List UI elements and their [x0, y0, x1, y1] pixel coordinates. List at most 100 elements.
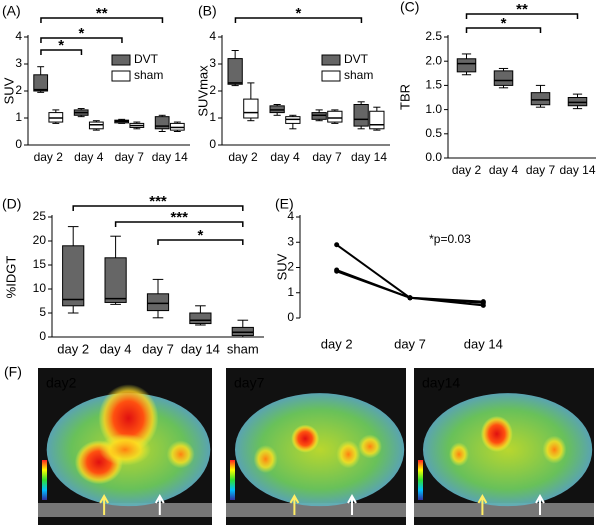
y-tick-label: 1: [287, 285, 294, 299]
box: [62, 245, 85, 307]
arrow: [347, 493, 357, 515]
y-tick-label: 4: [287, 209, 294, 223]
x-tick-label: day 7: [394, 336, 426, 351]
legend-swatch: [111, 70, 131, 82]
y-tick-label: 1.0: [425, 102, 442, 116]
significance-label: *: [197, 227, 203, 244]
arrow: [154, 493, 165, 515]
scan-table: [414, 503, 594, 517]
significance-label: **: [96, 5, 108, 22]
box: [369, 110, 385, 130]
x-tick-label: day 14: [181, 341, 220, 356]
significance-bracket: [234, 17, 363, 23]
x-tick-label: day 14: [464, 336, 503, 351]
x-tick-label: day 2: [57, 341, 89, 356]
panel-label: (F): [4, 364, 22, 380]
uptake-spot: [253, 445, 278, 474]
significance-bracket: [114, 221, 244, 227]
x-tick-label: day 7: [526, 163, 556, 177]
x-tick-label: day 2: [34, 150, 64, 164]
color-bar: [230, 460, 235, 500]
legend-swatch: [321, 54, 341, 66]
point: [334, 242, 340, 248]
point: [480, 299, 486, 305]
panel-label: (D): [2, 196, 21, 212]
significance-bracket: [157, 239, 244, 245]
y-tick-label: 10: [33, 281, 47, 295]
significance-label: *: [58, 37, 64, 54]
significance-bracket: [40, 49, 83, 55]
legend-label: sham: [344, 68, 373, 82]
x-tick-label: day 2: [228, 150, 258, 164]
box: [33, 74, 49, 92]
y-tick-label: 2.5: [425, 29, 442, 43]
significance-bracket: [72, 205, 244, 211]
uptake-spot: [449, 442, 469, 467]
legend-swatch: [111, 54, 131, 66]
significance-bracket: [465, 27, 542, 33]
y-tick-label: 4: [15, 29, 22, 43]
box: [327, 110, 343, 123]
uptake-spot: [336, 440, 361, 469]
x-tick-label: day 14: [559, 163, 595, 177]
uptake-spot: [98, 384, 159, 453]
box: [493, 70, 514, 86]
y-tick-label: 0.5: [425, 126, 442, 140]
y-tick-label: 2.0: [425, 53, 442, 67]
y-tick-label: 1: [209, 110, 216, 124]
y-tick-label: 0.0: [425, 150, 442, 164]
image-label: day14: [422, 375, 460, 391]
box: [104, 257, 127, 303]
y-tick-label: 3: [15, 56, 22, 70]
x-tick-label: day 4: [489, 163, 519, 177]
y-tick-label: 0: [287, 310, 294, 324]
arrow: [99, 493, 109, 515]
y-tick-label: 1.5: [425, 78, 442, 92]
box: [456, 58, 477, 73]
x-tick-label: day 2: [452, 163, 482, 177]
y-tick-label: 15: [33, 257, 47, 271]
arrow: [289, 493, 300, 515]
uptake-spot: [480, 415, 513, 452]
box: [189, 312, 212, 325]
line-series: [336, 243, 484, 304]
y-axis-label: SUV: [274, 253, 289, 280]
legend-swatch: [321, 70, 341, 82]
x-tick-label: day 4: [74, 150, 104, 164]
significance-bracket: [40, 17, 164, 23]
legend-label: sham: [134, 68, 163, 82]
legend-label: DVT: [134, 52, 159, 66]
y-tick-label: 0: [39, 329, 46, 343]
x-tick-label: day 4: [270, 150, 300, 164]
y-tick-label: 25: [33, 209, 47, 223]
box: [227, 58, 243, 85]
y-axis-label: SUVmax: [195, 65, 210, 117]
x-tick-label: sham: [227, 341, 259, 356]
box: [146, 293, 170, 312]
y-tick-label: 2: [209, 83, 216, 97]
panel-label: (B): [198, 3, 217, 19]
significance-bracket: [40, 37, 123, 43]
significance-label: *: [501, 15, 507, 32]
box: [243, 98, 259, 119]
color-bar: [42, 460, 47, 500]
x-tick-label: day 7: [142, 341, 174, 356]
significance-label: *: [296, 5, 302, 22]
x-tick-label: day 14: [351, 150, 387, 164]
uptake-spot: [358, 434, 382, 459]
significance-label: **: [516, 1, 528, 18]
box: [353, 104, 369, 127]
panel-label: (A): [2, 3, 21, 19]
uptake-spot: [166, 440, 195, 469]
significance-label: ***: [149, 193, 167, 210]
y-axis-label: SUV: [1, 77, 16, 104]
y-tick-label: 2: [15, 83, 22, 97]
y-tick-label: 2: [287, 260, 294, 274]
x-tick-label: day 2: [321, 336, 353, 351]
point: [407, 295, 413, 301]
box: [154, 116, 170, 130]
significance-label: *: [79, 25, 85, 42]
panel-label: (C): [400, 0, 419, 15]
y-tick-label: 0: [209, 137, 216, 151]
